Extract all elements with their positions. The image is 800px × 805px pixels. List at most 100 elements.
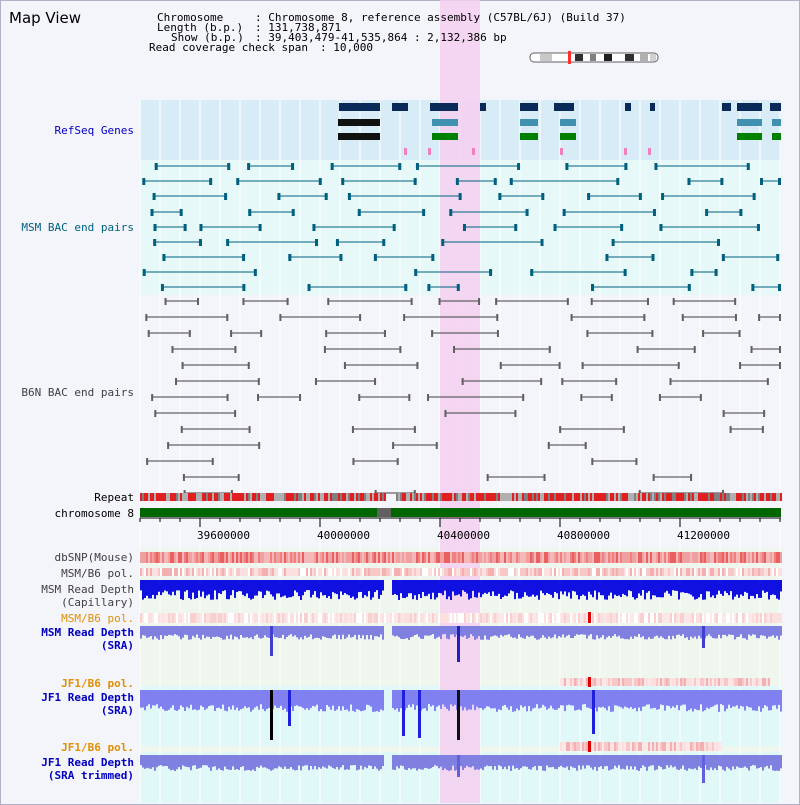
pol-mark: [768, 568, 770, 576]
depth-bar: [434, 690, 436, 712]
repeat-mark: [550, 493, 552, 501]
depth-bar: [354, 690, 356, 712]
depth-bar: [538, 580, 540, 600]
pol-mark: [494, 568, 496, 576]
depth-bar: [280, 755, 282, 768]
pol-mark: [634, 568, 636, 576]
repeat-mark: [244, 493, 246, 501]
pol-mark: [764, 678, 766, 686]
pol-mark: [194, 568, 196, 576]
depth-bar: [680, 626, 682, 637]
depth-bar: [672, 580, 674, 591]
pol-mark: [444, 568, 446, 576]
dbsnp-mark: [590, 552, 592, 563]
depth-bar: [590, 690, 592, 710]
depth-bar: [376, 755, 378, 769]
repeat-mark: [256, 493, 258, 501]
depth-bar: [410, 580, 412, 594]
depth-bar: [308, 755, 310, 771]
pol-mark: [696, 678, 698, 686]
repeat-mark: [252, 493, 254, 501]
bac-end: [540, 378, 543, 385]
length-key: Length (b.p.): [157, 21, 244, 34]
depth-bar: [494, 626, 496, 636]
pol-mark: [536, 613, 538, 623]
depth-bar: [230, 626, 232, 635]
depth-bar: [420, 626, 422, 639]
depth-bar: [294, 580, 296, 591]
depth-bar: [762, 755, 764, 771]
bac-end: [779, 346, 781, 353]
pol-mark: [772, 613, 774, 623]
pol-mark: [266, 613, 268, 623]
gene-block: [625, 103, 631, 111]
depth-bar: [638, 626, 640, 635]
pol-mark: [714, 678, 716, 686]
depth-bar: [592, 626, 594, 640]
depth-bar: [534, 626, 536, 639]
repeat-mark: [526, 493, 528, 501]
depth-bar: [570, 626, 572, 639]
depth-bar: [636, 626, 638, 637]
depth-bar: [286, 626, 288, 637]
dbsnp-mark: [180, 552, 182, 563]
repeat-mark: [170, 493, 172, 501]
gene-block: [520, 133, 538, 140]
depth-bar: [490, 755, 492, 767]
dbsnp-mark: [250, 552, 252, 563]
depth-bar: [536, 580, 538, 596]
depth-bar: [176, 690, 178, 711]
depth-bar: [654, 626, 656, 637]
repeat-mark: [680, 493, 682, 501]
pol-mark: [774, 613, 776, 623]
pol-mark: [620, 742, 622, 751]
depth-bar: [182, 580, 184, 600]
depth-bar: [522, 626, 524, 639]
depth-bar: [502, 580, 504, 598]
depth-bar: [766, 626, 768, 639]
depth-bar: [326, 580, 328, 598]
pol-mark: [712, 613, 714, 623]
depth-bar: [202, 626, 204, 635]
depth-bar: [274, 690, 276, 706]
depth-bar: [690, 580, 692, 595]
dbsnp-mark: [606, 552, 608, 563]
pol-mark: [648, 568, 650, 576]
depth-bar: [732, 580, 734, 600]
repeat-mark: [198, 493, 200, 501]
dbsnp-mark: [588, 552, 590, 563]
depth-bar: [314, 690, 316, 707]
depth-bar: [768, 626, 770, 637]
dbsnp-mark: [580, 552, 582, 563]
repeat-mark: [772, 493, 774, 501]
pol-mark: [190, 613, 192, 623]
depth-bar: [328, 626, 330, 639]
depth-bar: [624, 755, 626, 770]
dbsnp-mark: [412, 552, 414, 563]
pol-mark: [608, 568, 610, 576]
depth-bar: [312, 580, 314, 595]
depth-bar: [776, 626, 778, 636]
depth-bar: [558, 626, 560, 637]
depth-bar: [352, 755, 354, 766]
repeat-mark: [366, 493, 368, 501]
repeat-mark: [536, 493, 538, 501]
depth-bar: [708, 755, 710, 771]
pol-mark: [420, 613, 422, 623]
dbsnp-mark: [182, 552, 184, 563]
pol-mark: [404, 613, 406, 623]
bac-end: [693, 346, 696, 353]
repeat-mark: [360, 493, 362, 501]
gene-marker: [560, 148, 563, 155]
repeat-mark: [176, 493, 178, 501]
depth-bar: [210, 580, 212, 600]
pol-mark: [316, 568, 318, 576]
chromosome-bar: [140, 508, 781, 517]
repeat-mark: [358, 493, 360, 501]
pol-mark: [428, 613, 430, 623]
pol-mark: [152, 568, 154, 576]
pol-mark: [188, 568, 190, 576]
repeat-mark: [694, 493, 696, 501]
depth-bar: [526, 580, 528, 596]
